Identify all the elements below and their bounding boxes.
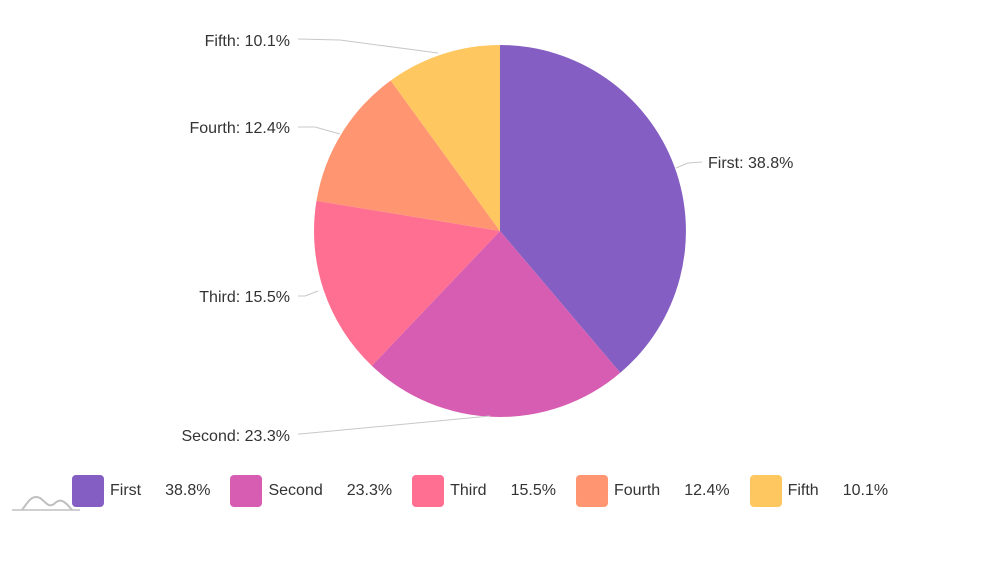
legend-value: 38.8%: [165, 482, 211, 499]
label-second: Second: 23.3%: [181, 428, 290, 445]
slice-second[interactable]: [371, 231, 621, 417]
legend-item-second[interactable]: Second 23.3%: [230, 475, 392, 507]
legend-name: First: [110, 482, 142, 499]
legend-value: 10.1%: [842, 482, 889, 499]
legend-name: Third: [450, 482, 487, 499]
legend-value: 12.4%: [684, 482, 730, 499]
label-fifth: Fifth: 10.1%: [205, 33, 290, 50]
slice-fourth[interactable]: [316, 80, 501, 232]
legend-name: Fifth: [787, 482, 819, 499]
slice-third[interactable]: [314, 200, 500, 366]
amcharts-logo-icon[interactable]: [10, 490, 82, 519]
legend-swatch: [230, 475, 263, 507]
legend-value: 23.3%: [346, 482, 393, 499]
legend-item-first[interactable]: First 38.8%: [72, 475, 210, 507]
legend-item-fifth[interactable]: Fifth 10.1%: [749, 475, 889, 507]
legend-item-third[interactable]: Third 15.5%: [412, 475, 556, 507]
legend-item-fourth[interactable]: Fourth 12.4%: [575, 475, 730, 507]
legend-name: Fourth: [613, 482, 661, 499]
legend-name: Second: [268, 482, 323, 499]
label-first: First: 38.8%: [708, 155, 793, 172]
legend: First 38.8% Second 23.3% Third 15.5% Fou…: [72, 475, 908, 507]
slice-first[interactable]: [500, 45, 686, 373]
legend-swatch: [72, 475, 104, 507]
legend-swatch: [412, 475, 445, 507]
label-third: Third: 15.5%: [199, 289, 290, 306]
legend-swatch: [749, 475, 782, 507]
legend-value: 15.5%: [510, 482, 556, 499]
slice-fifth[interactable]: [390, 45, 500, 231]
legend-swatch: [575, 475, 608, 507]
label-ticks: [297, 38, 703, 435]
label-fourth: Fourth: 12.4%: [190, 120, 291, 137]
